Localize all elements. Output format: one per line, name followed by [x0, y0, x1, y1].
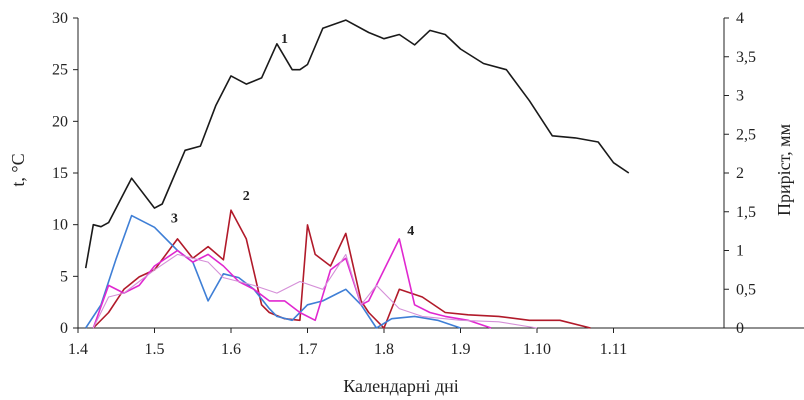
y-tick-right-label: 3,5	[736, 49, 756, 66]
plot-axes	[77, 18, 804, 329]
y-tick-right-label: 2,5	[736, 126, 756, 143]
x-axis-title: Календарні дні	[343, 376, 459, 396]
y-ticks-right: 0 0,5 1 1,5 2 2,5 3 3,5 4	[724, 10, 756, 337]
series-label-3: 3	[171, 212, 178, 227]
series-line-4	[92, 238, 492, 329]
y-ticks-left: 0 5 10 15 20 25 30	[52, 10, 78, 337]
x-tick-label: 1.5	[145, 341, 165, 358]
x-tick-label: 1.11	[600, 341, 627, 358]
x-tick-label: 1.10	[523, 341, 551, 358]
y-tick-left-label: 5	[60, 268, 68, 285]
series-label-2: 2	[243, 189, 250, 204]
y-tick-right-label: 1,5	[736, 204, 756, 221]
y-tick-right-label: 4	[736, 10, 744, 27]
x-tick-label: 1.6	[221, 341, 241, 358]
x-tick-label: 1.4	[68, 341, 88, 358]
y-tick-right-label: 2	[736, 165, 744, 182]
series-lines	[84, 19, 630, 329]
x-tick-label: 1.9	[451, 341, 471, 358]
series-line-2	[92, 209, 591, 329]
x-tick-label: 1.7	[298, 341, 318, 358]
y-tick-left-label: 15	[52, 165, 68, 182]
series-label-4: 4	[407, 224, 414, 239]
series-labels: 1 2 3 4	[171, 32, 414, 239]
series-line-1	[84, 19, 630, 269]
y-tick-right-label: 3	[736, 88, 744, 105]
series-label-1: 1	[281, 32, 288, 47]
x-ticks: 1.4 1.5 1.6 1.7 1.8 1.9 1.10 1.11	[68, 328, 627, 358]
series-line-extra	[92, 253, 538, 329]
y-tick-left-label: 20	[52, 113, 68, 130]
y-axis-right-title: Приріст, мм	[774, 124, 794, 216]
y-tick-right-label: 0,5	[736, 281, 756, 298]
y-tick-right-label: 0	[736, 320, 744, 337]
y-tick-left-label: 10	[52, 217, 68, 234]
y-tick-left-label: 25	[52, 62, 68, 79]
y-axis-left-title: t, °C	[8, 153, 28, 186]
x-tick-label: 1.8	[374, 341, 394, 358]
y-tick-left-label: 0	[60, 320, 68, 337]
y-tick-left-label: 30	[52, 10, 68, 27]
y-tick-right-label: 1	[736, 243, 744, 260]
series-line-3	[85, 214, 461, 329]
